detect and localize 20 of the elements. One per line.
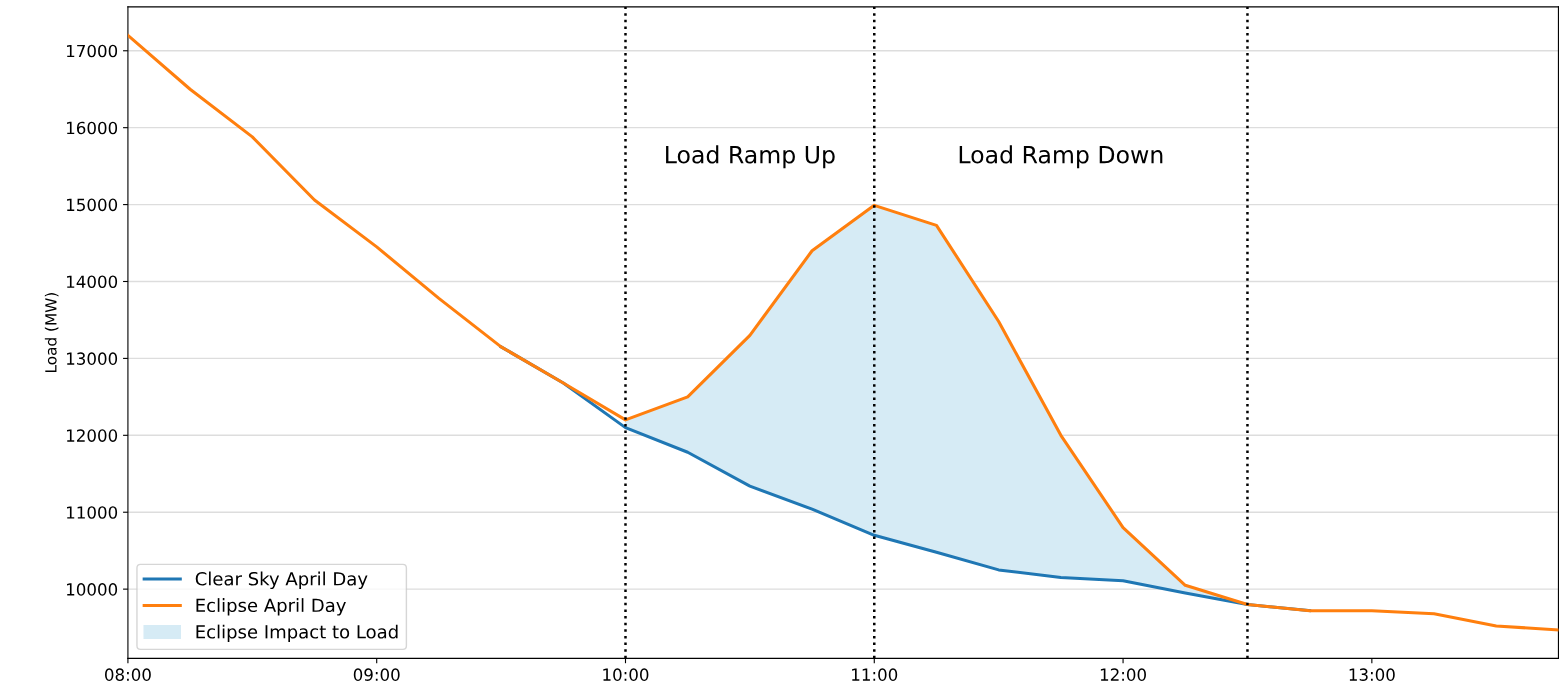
legend-label: Clear Sky April Day: [195, 571, 368, 590]
y-tick-label: 11000: [67, 506, 118, 519]
y-tick-label: 17000: [67, 44, 118, 58]
x-tick-label: 09:00: [353, 668, 400, 681]
x-tick-label: 08:00: [105, 668, 151, 681]
legend-label: Eclipse Impact to Load: [196, 624, 398, 643]
y-axis-title: Load (MW): [44, 293, 59, 372]
x-tick-label: 11:00: [852, 668, 898, 681]
annotation: Load Ramp Down: [959, 145, 1163, 169]
y-tick-label: 13000: [67, 352, 118, 365]
annotation: Load Ramp Up: [666, 145, 835, 169]
y-tick-label: 16000: [67, 121, 118, 135]
y-tick-label: 10000: [67, 583, 118, 596]
y-tick-label: 15000: [67, 198, 118, 212]
y-tick-label: 12000: [67, 429, 118, 442]
legend-label: Eclipse April Day: [196, 598, 346, 616]
x-tick-label: 10:00: [603, 668, 649, 681]
x-tick-label: 13:00: [1349, 668, 1395, 681]
y-tick-label: 14000: [67, 275, 118, 289]
x-tick-label: 12:00: [1100, 668, 1146, 681]
